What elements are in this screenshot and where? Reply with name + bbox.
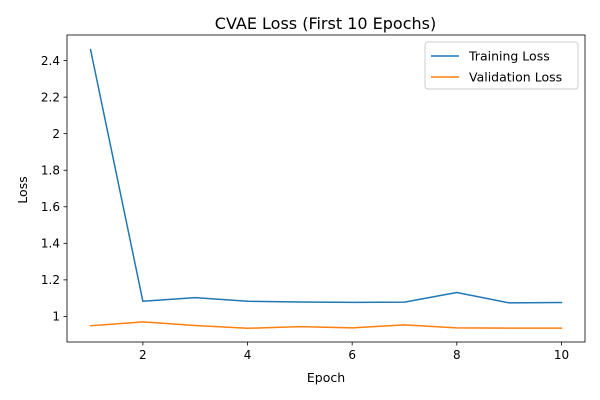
series-line-validation-loss xyxy=(89,321,563,330)
x-tick-label: 2 xyxy=(139,348,147,362)
y-tick-label: 1.2 xyxy=(41,273,60,287)
series-line-training-loss xyxy=(89,48,563,304)
y-tick-label: 2.2 xyxy=(41,90,60,104)
x-tick-label: 6 xyxy=(348,348,356,362)
x-tick-label: 4 xyxy=(244,348,252,362)
legend: Training Loss Validation Loss xyxy=(424,41,579,90)
legend-box xyxy=(424,41,579,90)
x-tick-label: 8 xyxy=(453,348,461,362)
y-tick-label: 2.4 xyxy=(41,54,60,68)
chart-title: CVAE Loss (First 10 Epochs) xyxy=(215,14,436,33)
y-axis-label: Loss xyxy=(15,176,30,203)
y-axis-ticks: 1 1.2 1.4 1.6 1.8 2 2.2 2.4 xyxy=(41,54,67,324)
x-axis-label: Epoch xyxy=(307,370,345,385)
y-tick-label: 1.8 xyxy=(41,164,60,178)
y-tick-label: 2 xyxy=(52,127,60,141)
series-lines xyxy=(89,48,563,330)
x-tick-label: 10 xyxy=(554,348,569,362)
x-axis-ticks: 2 4 6 8 10 xyxy=(139,342,569,362)
y-tick-label: 1 xyxy=(52,310,60,324)
legend-label-training-loss: Training Loss xyxy=(468,49,550,64)
y-tick-label: 1.6 xyxy=(41,200,60,214)
legend-label-validation-loss: Validation Loss xyxy=(469,70,562,85)
y-tick-label: 1.4 xyxy=(41,237,60,251)
